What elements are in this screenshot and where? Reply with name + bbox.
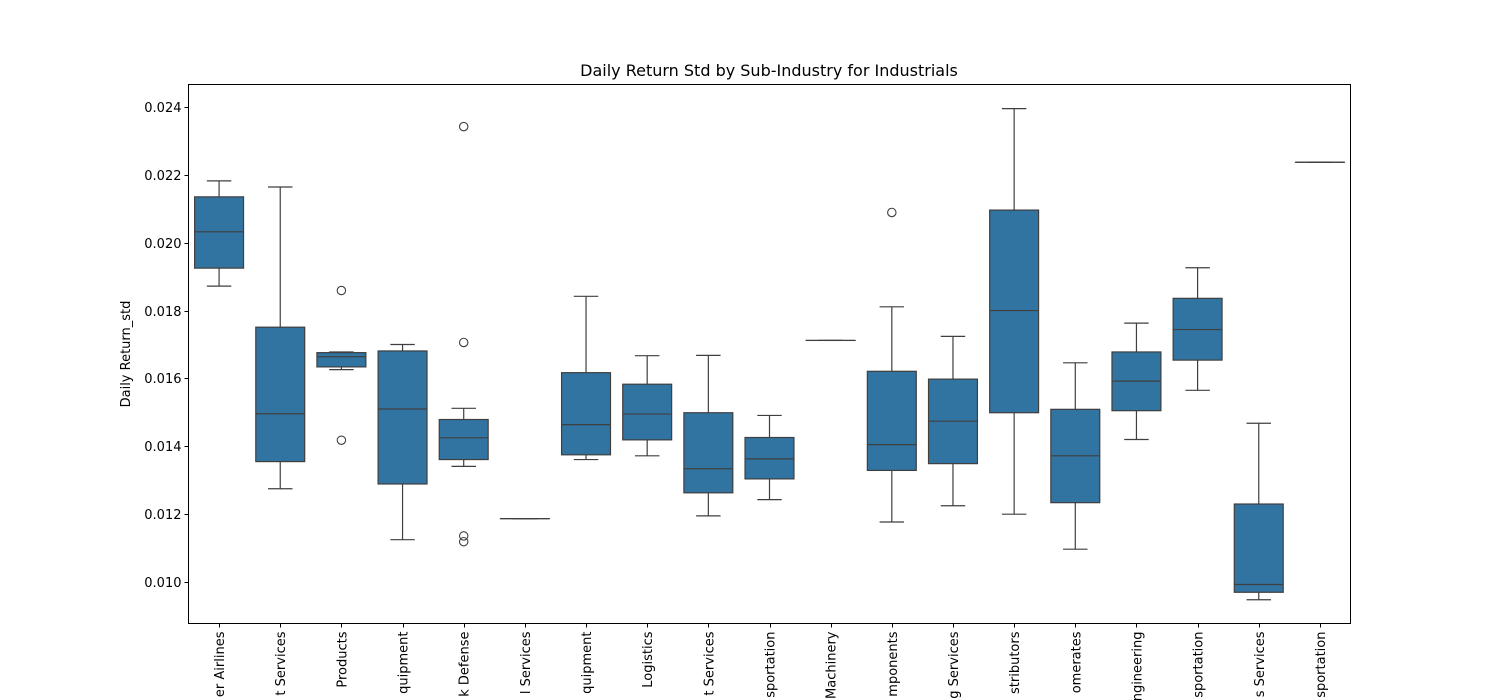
- iqr-box: [683, 412, 734, 494]
- box-group-8: [622, 355, 673, 457]
- iqr-box: [255, 326, 306, 463]
- x-tick-label: k Defense: [458, 632, 473, 697]
- x-tick-label: t Services: [702, 631, 717, 695]
- iqr-box: [377, 350, 428, 485]
- x-tick-label: omerates: [1069, 631, 1084, 693]
- x-tick-label: ngineering: [1130, 632, 1145, 700]
- x-tick-label: g Services: [947, 631, 962, 698]
- outlier-point: [336, 435, 347, 445]
- outlier-point: [458, 536, 469, 547]
- y-tick-label: 0.010: [144, 576, 181, 591]
- x-tick-label: Products: [335, 631, 350, 687]
- box-group-14: [989, 107, 1040, 515]
- iqr-box: [1233, 503, 1284, 593]
- outlier-point: [336, 285, 347, 296]
- box-group-2: [255, 186, 306, 490]
- plot-area: [194, 107, 1345, 601]
- y-tick-label: 0.022: [144, 169, 181, 184]
- box-group-18: [1233, 422, 1284, 601]
- box-group-17: [1172, 267, 1223, 391]
- x-tick-label: mponents: [886, 631, 901, 696]
- y-tick-label: 0.024: [144, 101, 181, 116]
- box-group-1: [194, 180, 245, 287]
- y-tick-label: 0.020: [144, 237, 181, 252]
- chart-title: Daily Return Std by Sub-Industry for Ind…: [580, 61, 958, 80]
- y-tick-label: 0.012: [144, 508, 181, 523]
- iqr-box: [622, 383, 673, 441]
- x-tick-label: Logistics: [641, 631, 656, 687]
- box-group-5: [438, 121, 489, 547]
- x-tick-label: quipment: [397, 632, 412, 694]
- x-tick-label: stributors: [1008, 631, 1023, 694]
- box-group-15: [1050, 362, 1101, 550]
- box-group-9: [683, 354, 734, 517]
- box-group-7: [560, 295, 612, 461]
- iqr-box: [989, 209, 1040, 414]
- outlier-point: [458, 121, 469, 132]
- x-tick-label: t Services: [274, 631, 289, 695]
- box-group-4: [377, 343, 428, 541]
- x-tick-label: Machinery: [825, 631, 840, 699]
- box-group-16: [1111, 322, 1162, 441]
- iqr-box: [560, 372, 612, 456]
- y-tick-label: 0.016: [144, 372, 181, 387]
- x-tick-label: sportation: [1314, 632, 1329, 698]
- box-group-10: [744, 414, 795, 501]
- y-tick-label: 0.014: [144, 440, 181, 455]
- x-tick-label: s Services: [1253, 631, 1268, 697]
- box-group-13: [927, 335, 979, 507]
- plot-frame: [188, 84, 1351, 624]
- x-tick-label: l Services: [519, 631, 534, 694]
- box-group-12: [866, 207, 917, 523]
- box-group-3: [316, 285, 367, 445]
- iqr-box: [194, 196, 245, 269]
- iqr-box: [438, 418, 489, 461]
- iqr-box: [744, 436, 795, 480]
- y-axis-label: Daily Return_std: [119, 301, 134, 408]
- x-tick-label: sportation: [764, 632, 779, 698]
- outlier-point: [458, 531, 469, 541]
- x-tick-label: quipment: [580, 632, 595, 694]
- y-tick-label: 0.018: [144, 305, 181, 320]
- x-tick-label: er Airlines: [213, 631, 228, 697]
- outlier-point: [887, 207, 897, 218]
- outlier-point: [458, 337, 469, 348]
- x-tick-label: sportation: [1192, 632, 1207, 698]
- iqr-box: [316, 352, 367, 368]
- iqr-box: [866, 370, 917, 472]
